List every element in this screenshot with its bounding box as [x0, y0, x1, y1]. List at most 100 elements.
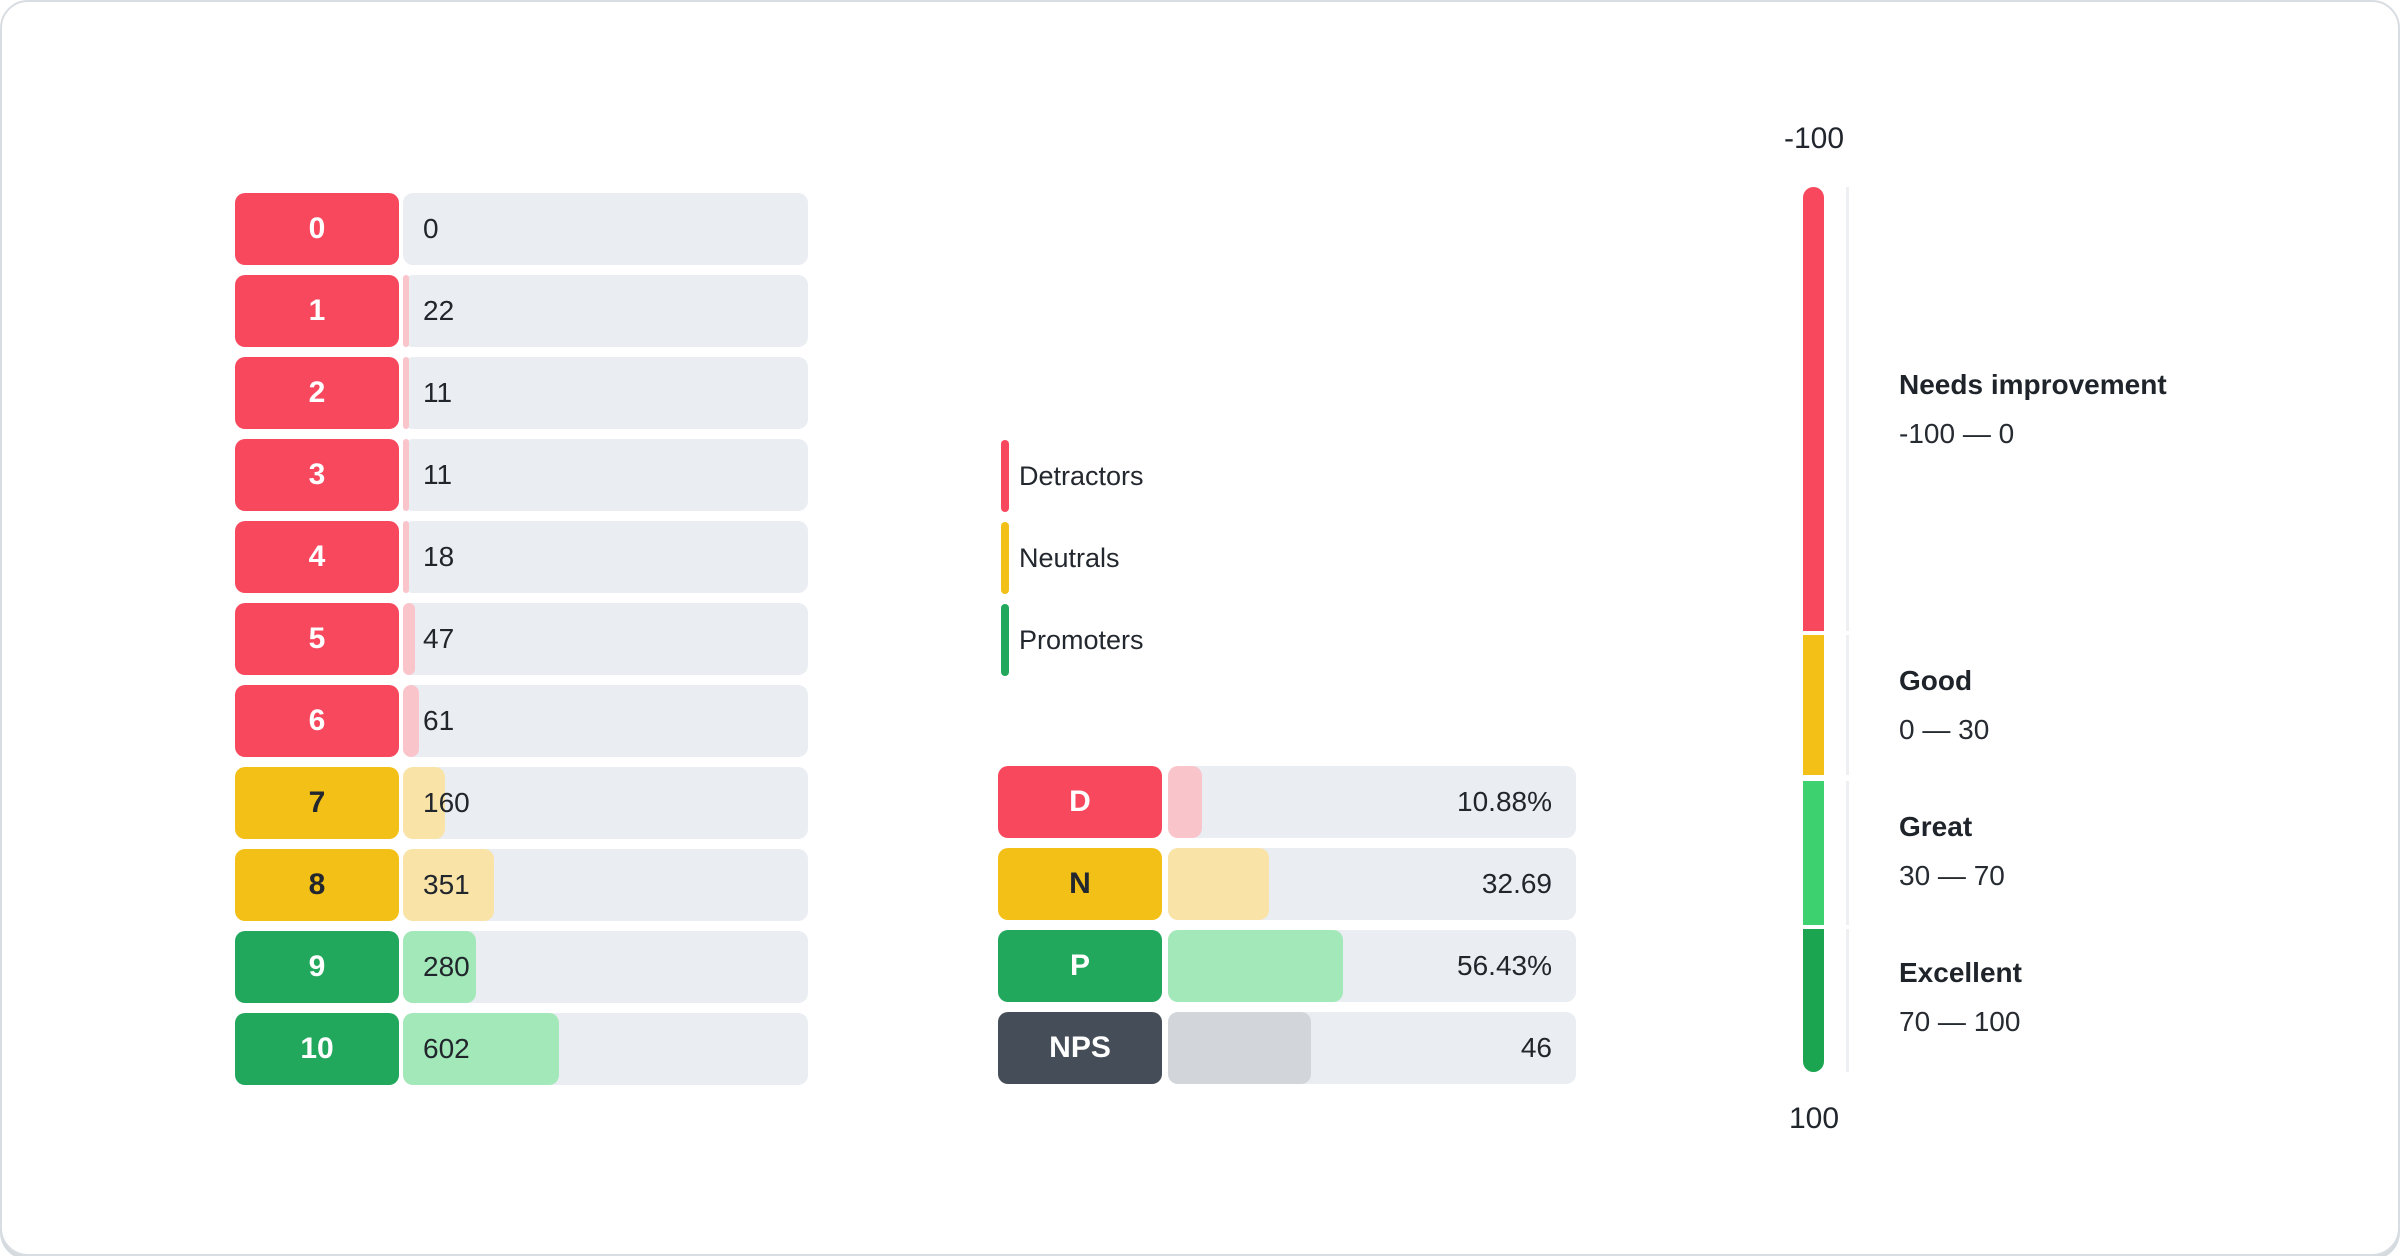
score-count-value: 61: [423, 705, 455, 736]
score-bar-fill: [403, 603, 416, 675]
legend-item: Neutrals: [1001, 522, 1144, 594]
summary-row: D 10.88%: [998, 766, 1576, 838]
nps-summary-chart: D 10.88% N 32.69 P 56.43% NPS 46: [998, 766, 1576, 1094]
legend-item: Promoters: [1001, 604, 1144, 676]
summary-value: 10.88%: [1457, 786, 1552, 817]
gauge-segment: [1803, 929, 1824, 1072]
gauge-zone-title: Needs improvement: [1899, 369, 2167, 400]
score-row: 9 280: [235, 931, 808, 1003]
score-row: 6 61: [235, 685, 808, 757]
summary-value: 32.69: [1481, 868, 1552, 899]
gauge-axis-segment: [1846, 929, 1849, 1072]
summary-value: 46: [1520, 1032, 1552, 1063]
summary-bar-fill: [1168, 848, 1270, 920]
legend-color-tick: [1001, 440, 1009, 512]
score-label-chip: 5: [235, 603, 399, 675]
gauge-max-label: -100: [1783, 122, 1845, 155]
score-label-chip: 6: [235, 685, 399, 757]
legend-color-tick: [1001, 604, 1009, 676]
summary-row: NPS 46: [998, 1012, 1576, 1084]
score-bar-track: 61: [403, 685, 808, 757]
summary-label-chip: NPS: [998, 1012, 1162, 1084]
gauge-zone-title: Good: [1899, 665, 1973, 696]
score-row: 10 602: [235, 1013, 808, 1085]
score-count-value: 602: [423, 1033, 470, 1064]
score-distribution-chart: 0 0 1 22 2 11 3 11 4 18 5 47 6 61 7 160 8 351 9 280 10 602: [235, 193, 808, 1095]
score-label-chip: 4: [235, 521, 399, 593]
gauge-segment: [1803, 781, 1824, 925]
legend-item-label: Detractors: [1019, 460, 1144, 491]
score-row: 5 47: [235, 603, 808, 675]
summary-bar-track: 10.88%: [1168, 766, 1576, 838]
score-bar-fill: [403, 357, 409, 429]
summary-label-chip: N: [998, 848, 1162, 920]
gauge-min-label: 100: [1788, 1102, 1840, 1135]
score-bar-track: 47: [403, 603, 808, 675]
chart-legend: Detractors Neutrals Promoters: [1001, 440, 1144, 686]
score-bar-fill: [403, 439, 409, 511]
nps-gauge-bar: [1803, 187, 1824, 1072]
score-bar-fill: [403, 931, 476, 1003]
gauge-zone-range: 0 — 30: [1899, 714, 1990, 745]
gauge-axis-segment: [1846, 635, 1849, 775]
score-row: 1 22: [235, 275, 808, 347]
score-label-chip: 1: [235, 275, 399, 347]
score-label-chip: 0: [235, 193, 399, 265]
summary-bar-track: 32.69: [1168, 848, 1576, 920]
score-count-value: 11: [423, 377, 453, 408]
score-count-value: 22: [423, 295, 455, 326]
summary-bar-fill: [1168, 766, 1202, 838]
summary-bar-fill: [1168, 1012, 1311, 1084]
gauge-axis-segment: [1846, 187, 1849, 631]
gauge-zone-label: Great 30 — 70: [1899, 810, 2005, 893]
score-row: 4 18: [235, 521, 808, 593]
score-bar-track: 0: [403, 193, 808, 265]
legend-item: Detractors: [1001, 440, 1144, 512]
score-row: 2 11: [235, 357, 808, 429]
summary-row: P 56.43%: [998, 930, 1576, 1002]
score-bar-fill: [403, 521, 409, 593]
score-bar-track: 22: [403, 275, 808, 347]
gauge-zone-label: Needs improvement -100 — 0: [1899, 368, 2167, 451]
summary-label-chip: D: [998, 766, 1162, 838]
score-bar-track: 11: [403, 439, 808, 511]
summary-bar-track: 46: [1168, 1012, 1576, 1084]
score-count-value: 160: [423, 787, 470, 818]
score-bar-track: 160: [403, 767, 808, 839]
gauge-zone-title: Great: [1899, 811, 1973, 842]
legend-color-tick: [1001, 522, 1009, 594]
gauge-segment: [1803, 187, 1824, 631]
score-bar-fill: [403, 685, 419, 757]
score-count-value: 351: [423, 869, 470, 900]
gauge-zone-range: -100 — 0: [1899, 418, 2015, 449]
score-row: 7 160: [235, 767, 808, 839]
legend-item-label: Neutrals: [1019, 542, 1120, 573]
gauge-zone-range: 70 — 100: [1899, 1006, 2021, 1037]
score-label-chip: 2: [235, 357, 399, 429]
score-bar-track: 602: [403, 1013, 808, 1085]
score-bar-fill: [403, 767, 445, 839]
score-bar-fill: [403, 275, 409, 347]
score-bar-fill: [403, 1013, 559, 1085]
score-count-value: 11: [423, 459, 453, 490]
score-count-value: 47: [423, 623, 455, 654]
score-row: 8 351: [235, 849, 808, 921]
score-count-value: 18: [423, 541, 455, 572]
gauge-zone-title: Excellent: [1899, 957, 2022, 988]
score-label-chip: 3: [235, 439, 399, 511]
summary-row: N 32.69: [998, 848, 1576, 920]
score-count-value: 280: [423, 951, 470, 982]
gauge-zone-label: Excellent 70 — 100: [1899, 956, 2022, 1039]
score-label-chip: 7: [235, 767, 399, 839]
gauge-zone-range: 30 — 70: [1899, 860, 2005, 891]
gauge-segment: [1803, 635, 1824, 775]
score-row: 3 11: [235, 439, 808, 511]
score-bar-track: 280: [403, 931, 808, 1003]
score-count-value: 0: [423, 213, 439, 244]
summary-label-chip: P: [998, 930, 1162, 1002]
score-label-chip: 8: [235, 849, 399, 921]
score-label-chip: 10: [235, 1013, 399, 1085]
score-label-chip: 9: [235, 931, 399, 1003]
